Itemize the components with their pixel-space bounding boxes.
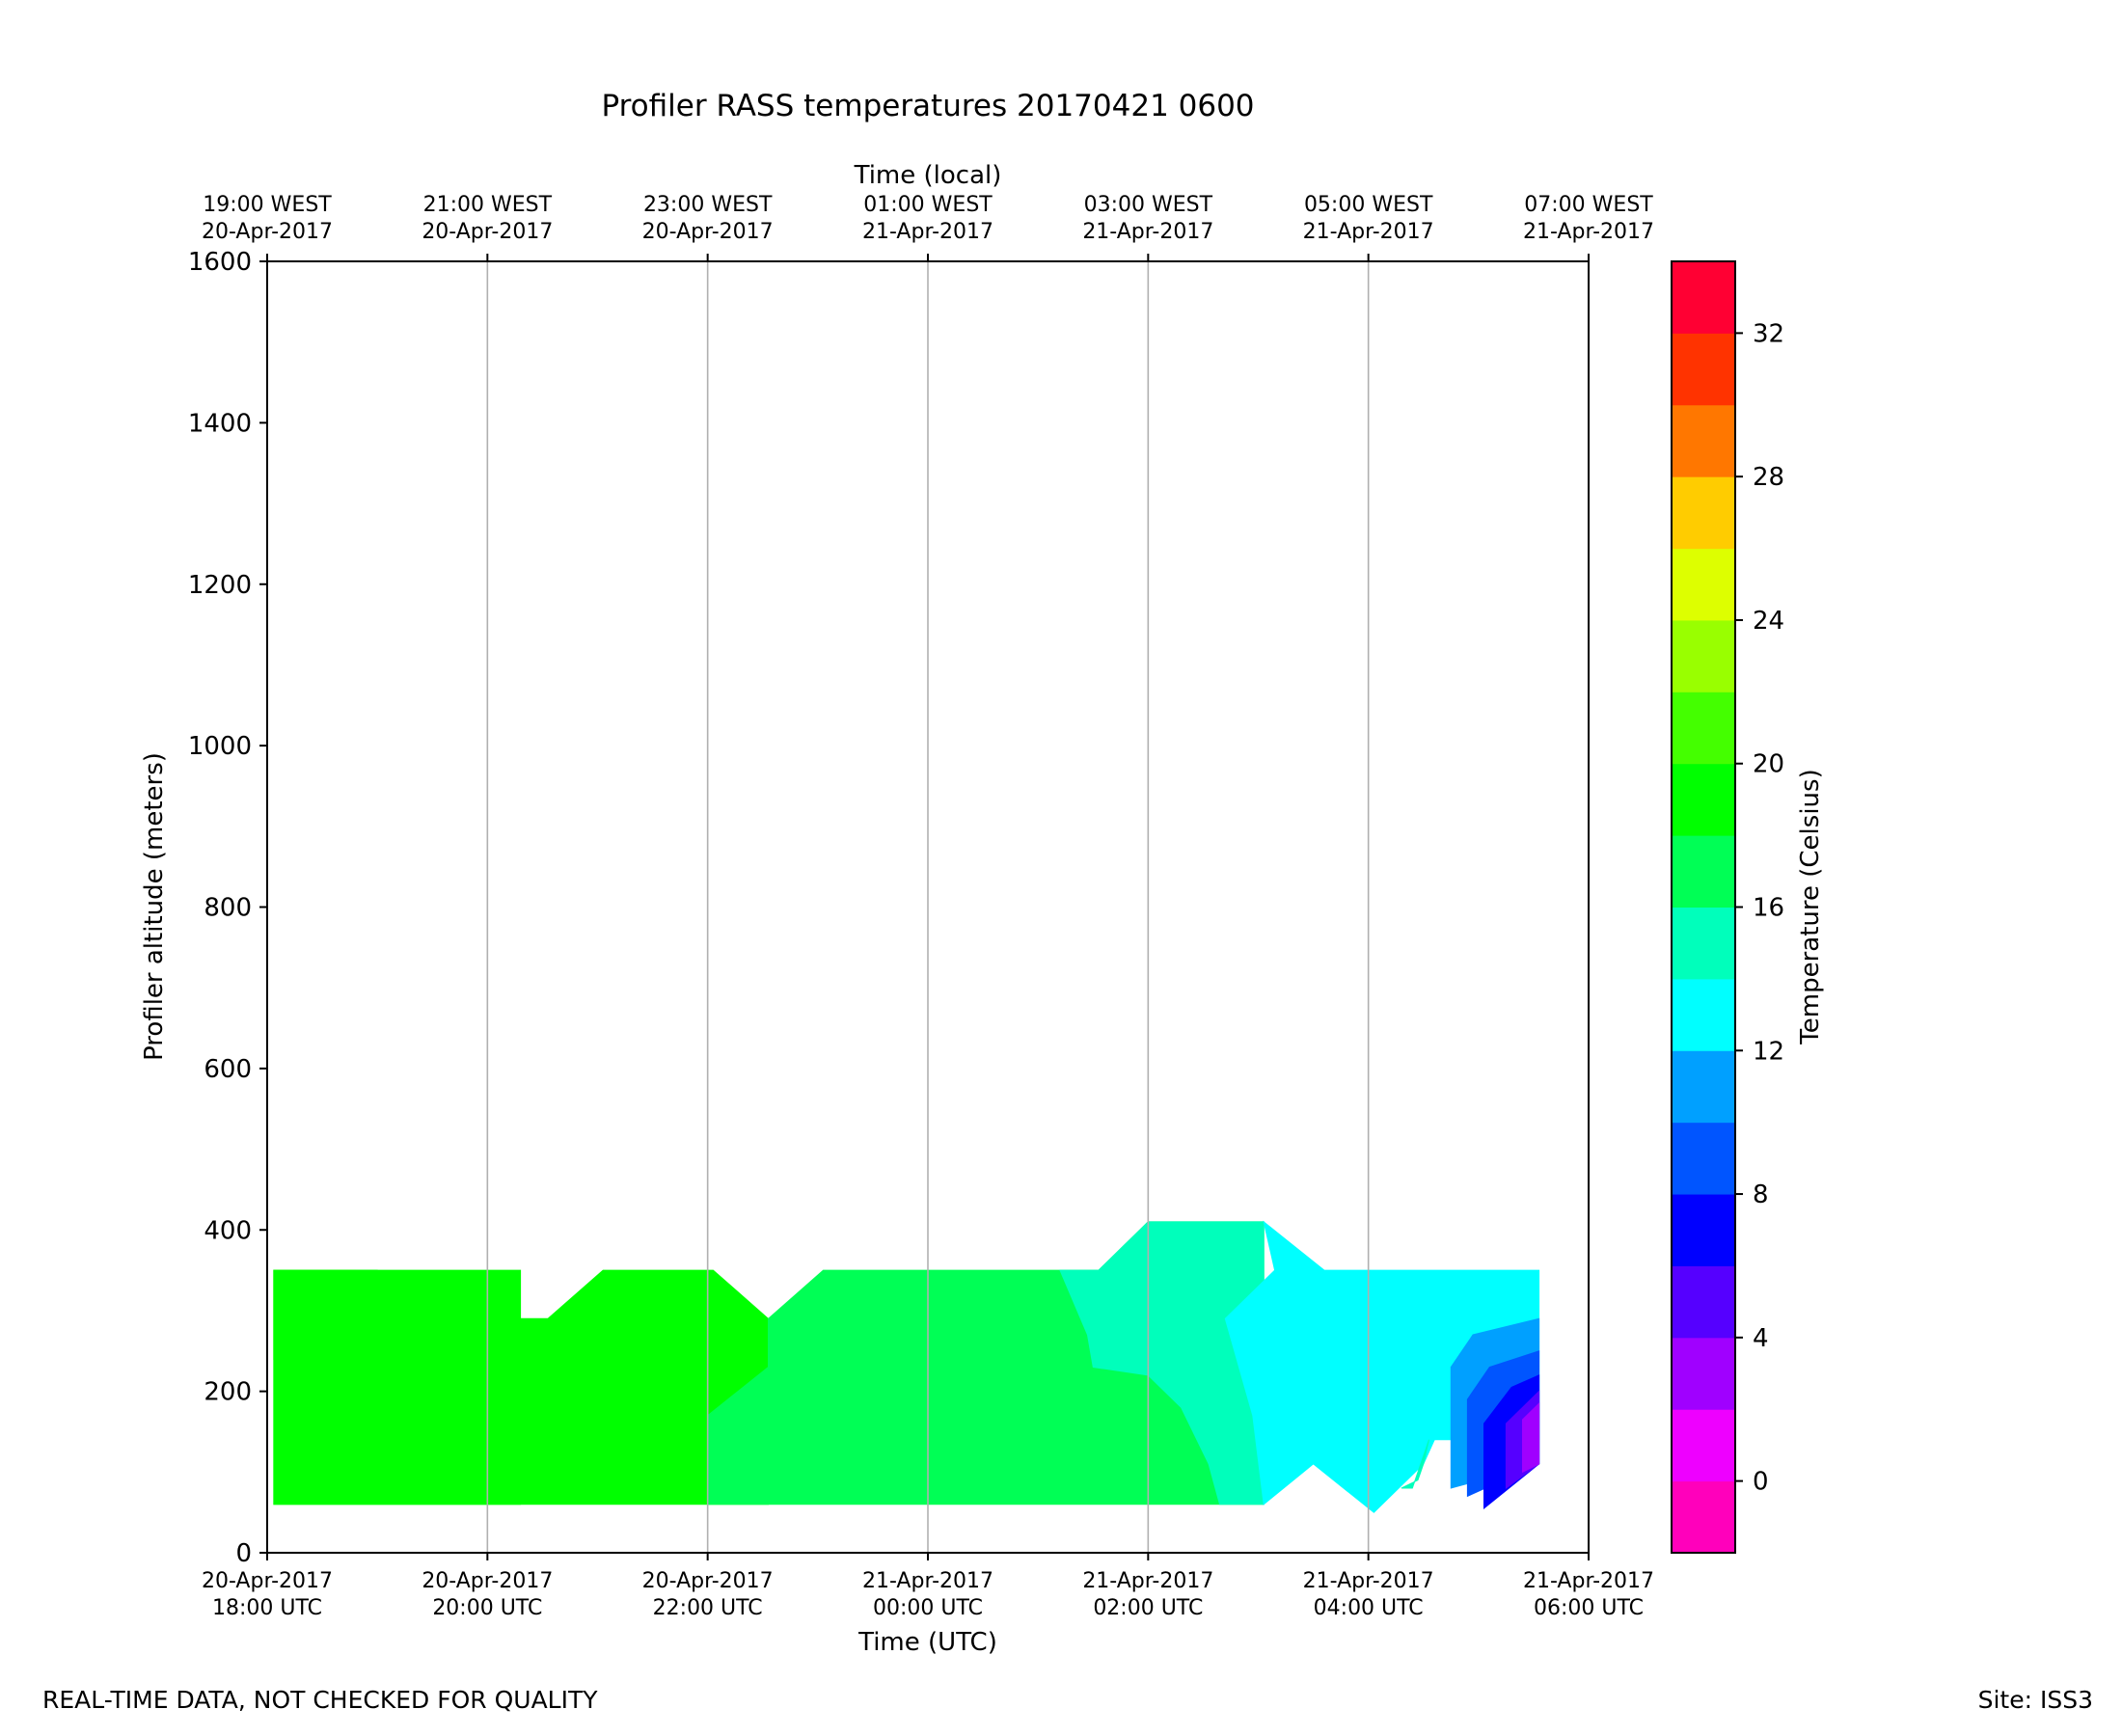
colorbar: 0 4 8 12 16 20 24 28 32 <box>1671 260 1784 1554</box>
top-tick-label-3: 01:00 WEST <box>863 193 993 217</box>
x-tick-sublabel-5: 04:00 UTC <box>1314 1596 1424 1620</box>
x-tick-label-5: 21-Apr-2017 <box>1303 1569 1434 1593</box>
y-tick-label-6: 1200 <box>188 571 252 600</box>
y-tick-label-1: 200 <box>204 1378 252 1407</box>
site-label: Site: ISS3 <box>1977 1686 2093 1714</box>
top-tick-label-0: 19:00 WEST <box>203 193 332 217</box>
colorbar-band-0 <box>1672 1480 1735 1554</box>
top-tick-label-6: 07:00 WEST <box>1524 193 1653 217</box>
colorbar-label: Temperature (Celsius) <box>1796 769 1825 1044</box>
colorbar-tick-label-6: 24 <box>1753 607 1784 636</box>
top-tick-sublabel-3: 21-Apr-2017 <box>862 220 993 244</box>
colorbar-tick-label-8: 32 <box>1753 319 1784 348</box>
colorbar-band-1 <box>1672 1409 1735 1482</box>
y-axis-label: Profiler altitude (meters) <box>140 752 169 1061</box>
top-axis-label: Time (local) <box>854 161 1002 190</box>
y-tick-label-4: 800 <box>204 894 252 923</box>
y-tick-label-7: 1400 <box>188 409 252 438</box>
temperature-region-2 <box>273 1269 769 1505</box>
x-tick-label-4: 21-Apr-2017 <box>1082 1569 1213 1593</box>
temperature-region-11 <box>1522 1402 1540 1474</box>
plot-area: 20-Apr-2017 18:00 UTC 20-Apr-2017 20:00 UTC… <box>188 193 1654 1620</box>
top-tick-sublabel-4: 21-Apr-2017 <box>1082 220 1213 244</box>
x-tick-sublabel-4: 02:00 UTC <box>1093 1596 1203 1620</box>
colorbar-band-5 <box>1672 1122 1735 1195</box>
x-tick-sublabel-2: 22:00 UTC <box>653 1596 763 1620</box>
colorbar-band-2 <box>1672 1337 1735 1410</box>
top-tick-sublabel-5: 21-Apr-2017 <box>1303 220 1434 244</box>
colorbar-band-16 <box>1672 333 1735 406</box>
colorbar-tick-label-3: 12 <box>1753 1037 1784 1066</box>
y-tick-label-2: 400 <box>204 1216 252 1245</box>
colorbar-tick-label-5: 20 <box>1753 750 1784 779</box>
y-tick-label-3: 600 <box>204 1055 252 1084</box>
colorbar-band-7 <box>1672 978 1735 1051</box>
colorbar-band-9 <box>1672 835 1735 908</box>
temperature-region-5 <box>1224 1220 1540 1513</box>
top-tick-label-5: 05:00 WEST <box>1304 193 1433 217</box>
temperature-region-4 <box>1059 1221 1265 1505</box>
top-tick-label-1: 21:00 WEST <box>423 193 553 217</box>
colorbar-band-11 <box>1672 692 1735 765</box>
top-tick-sublabel-0: 20-Apr-2017 <box>202 220 333 244</box>
colorbar-tick-label-7: 28 <box>1753 463 1784 492</box>
top-tick-sublabel-2: 20-Apr-2017 <box>642 220 774 244</box>
colorbar-band-3 <box>1672 1265 1735 1339</box>
x-tick-sublabel-6: 06:00 UTC <box>1534 1596 1644 1620</box>
colorbar-band-15 <box>1672 404 1735 477</box>
quality-disclaimer: REAL-TIME DATA, NOT CHECKED FOR QUALITY <box>42 1686 598 1714</box>
x-tick-sublabel-3: 00:00 UTC <box>873 1596 983 1620</box>
colorbar-tick-label-2: 8 <box>1753 1180 1769 1209</box>
top-tick-sublabel-1: 20-Apr-2017 <box>422 220 553 244</box>
top-tick-sublabel-6: 21-Apr-2017 <box>1523 220 1654 244</box>
x-tick-label-0: 20-Apr-2017 <box>202 1569 333 1593</box>
x-tick-sublabel-0: 18:00 UTC <box>212 1596 322 1620</box>
colorbar-tick-label-0: 0 <box>1753 1468 1769 1497</box>
colorbar-band-8 <box>1672 907 1735 980</box>
colorbar-tick-label-1: 4 <box>1753 1324 1769 1353</box>
top-tick-label-4: 03:00 WEST <box>1084 193 1213 217</box>
colorbar-band-10 <box>1672 763 1735 836</box>
colorbar-band-4 <box>1672 1194 1735 1266</box>
y-tick-label-0: 0 <box>235 1539 252 1568</box>
x-tick-label-1: 20-Apr-2017 <box>422 1569 553 1593</box>
chart-title: Profiler RASS temperatures 20170421 0600 <box>601 89 1254 123</box>
colorbar-band-12 <box>1672 619 1735 692</box>
x-tick-label-6: 21-Apr-2017 <box>1523 1569 1654 1593</box>
x-tick-sublabel-1: 20:00 UTC <box>432 1596 542 1620</box>
x-tick-label-2: 20-Apr-2017 <box>642 1569 774 1593</box>
colorbar-tick-label-4: 16 <box>1753 894 1784 923</box>
colorbar-band-13 <box>1672 548 1735 621</box>
y-tick-label-8: 1600 <box>188 248 252 277</box>
colorbar-band-14 <box>1672 476 1735 550</box>
x-tick-label-3: 21-Apr-2017 <box>862 1569 993 1593</box>
colorbar-band-6 <box>1672 1050 1735 1124</box>
temperature-region-6 <box>1401 1439 1429 1489</box>
colorbar-band-17 <box>1672 261 1735 334</box>
top-tick-label-2: 23:00 WEST <box>643 193 773 217</box>
y-tick-label-5: 1000 <box>188 732 252 761</box>
x-axis-label: Time (UTC) <box>857 1628 997 1657</box>
